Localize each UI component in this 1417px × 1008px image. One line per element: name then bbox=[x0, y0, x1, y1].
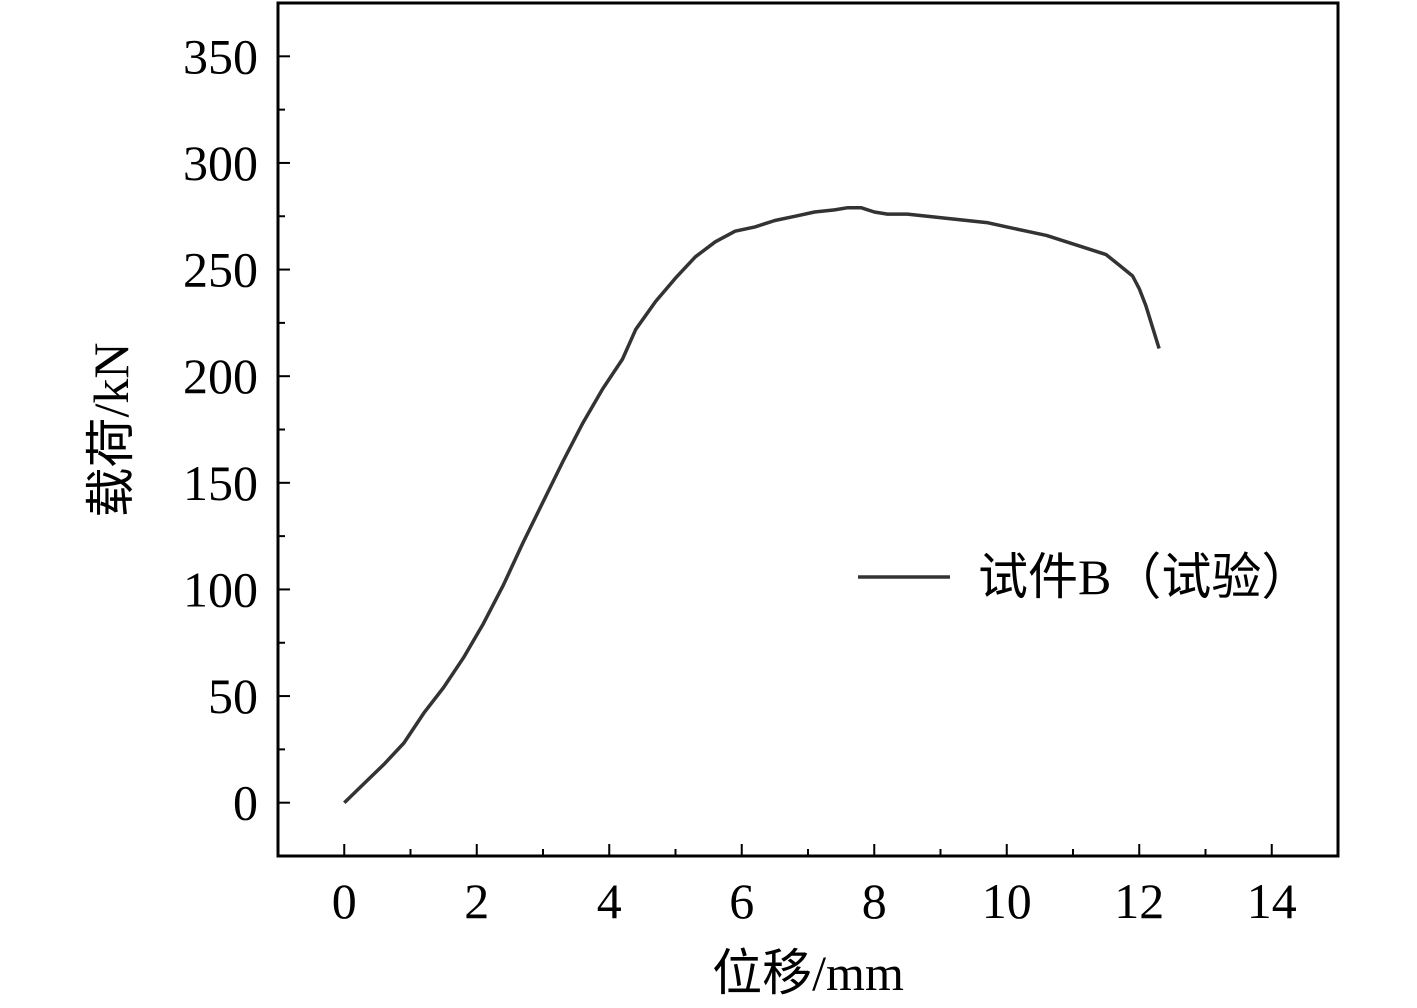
series-line bbox=[343, 205, 1161, 804]
plot-frame bbox=[276, 1, 1340, 858]
y-tick-label: 250 bbox=[183, 242, 258, 298]
x-tick-label: 12 bbox=[1114, 873, 1164, 929]
y-axis-label: 载荷/kN bbox=[83, 343, 139, 518]
x-tick-label: 6 bbox=[729, 873, 754, 929]
x-axis-label: 位移/mm bbox=[712, 945, 904, 1001]
x-tick-label: 14 bbox=[1247, 873, 1297, 929]
x-tick-label: 10 bbox=[982, 873, 1032, 929]
y-tick-label: 0 bbox=[233, 775, 258, 831]
legend: 试件B（试验） bbox=[858, 549, 1311, 605]
series-lines bbox=[343, 205, 1161, 804]
y-tick-label: 300 bbox=[183, 135, 258, 191]
y-tick-label: 100 bbox=[183, 561, 258, 617]
x-tick-label: 0 bbox=[332, 873, 357, 929]
x-tick-labels: 0 2 4 6 8 10 12 14 bbox=[332, 873, 1297, 929]
y-tick-label: 350 bbox=[183, 28, 258, 84]
y-tick-label: 150 bbox=[183, 455, 258, 511]
y-tick-label: 50 bbox=[208, 668, 258, 724]
tick-marks bbox=[278, 55, 1273, 856]
x-tick-label: 4 bbox=[597, 873, 622, 929]
legend-label: 试件B（试验） bbox=[978, 549, 1311, 605]
y-tick-label: 200 bbox=[183, 348, 258, 404]
x-tick-label: 8 bbox=[862, 873, 887, 929]
x-tick-label: 2 bbox=[464, 873, 489, 929]
y-tick-labels: 0 50 100 150 200 250 300 350 bbox=[183, 28, 258, 830]
